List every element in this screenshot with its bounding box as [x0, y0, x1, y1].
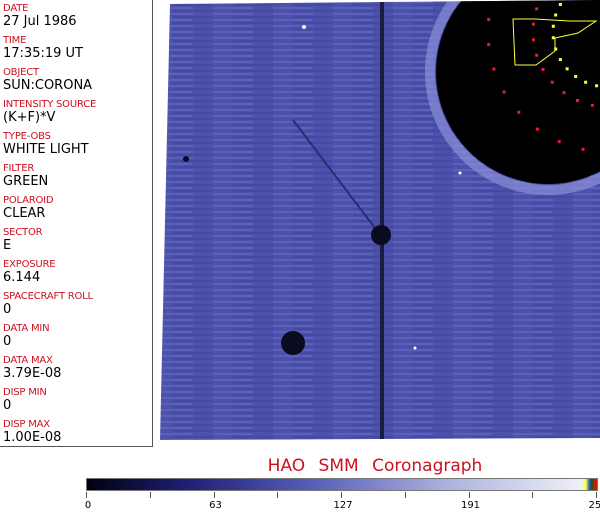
field-value: 27 Jul 1986	[3, 14, 77, 29]
sector-outline	[512, 18, 598, 66]
grid-marker	[550, 80, 554, 84]
grid-marker	[565, 67, 569, 71]
field-label: DISP MAX	[3, 419, 50, 430]
grid-marker	[574, 74, 578, 78]
field-sector: SECTOR E	[3, 227, 43, 253]
grid-marker	[502, 90, 506, 94]
field-label: DATE	[3, 3, 29, 14]
colorbar-tick-label: 255	[588, 500, 600, 511]
field-date: DATE 27 Jul 1986	[3, 3, 77, 29]
grid-marker	[584, 80, 588, 84]
grid-marker	[535, 53, 539, 57]
grid-marker	[581, 147, 585, 151]
grid-marker	[590, 103, 594, 107]
field-label: DATA MIN	[3, 323, 50, 334]
grid-marker	[487, 43, 491, 47]
field-value: 0	[3, 398, 12, 413]
field-label: SPACECRAFT ROLL	[3, 291, 93, 302]
field-label: TIME	[3, 35, 27, 46]
field-filter: FILTER GREEN	[3, 163, 48, 189]
colorbar-tick	[213, 492, 215, 498]
small-dark-spot	[183, 156, 189, 162]
grid-marker	[531, 22, 535, 26]
dark-spot	[281, 331, 305, 355]
field-type-obs: TYPE-OBS WHITE LIGHT	[3, 131, 89, 157]
grid-marker	[487, 17, 491, 21]
colorbar	[86, 478, 598, 491]
field-exposure: EXPOSURE 6.144	[3, 259, 56, 285]
grid-marker	[541, 68, 545, 71]
field-label: SECTOR	[3, 227, 43, 238]
grid-marker	[554, 13, 558, 17]
grid-markers	[487, 3, 599, 151]
colorbar-tick	[277, 492, 279, 498]
field-label: TYPE-OBS	[3, 131, 51, 142]
field-value: (K+F)*V	[3, 110, 56, 125]
grid-marker	[557, 140, 561, 144]
occulter-disk	[436, 0, 600, 184]
grid-marker	[595, 84, 599, 88]
grid-marker	[551, 24, 555, 28]
field-value: E	[3, 238, 12, 253]
occulter-halo	[425, 0, 600, 195]
field-label: INTENSITY SOURCE	[3, 99, 97, 110]
field-label: DATA MAX	[3, 355, 53, 366]
field-disp-min: DISP MIN 0	[3, 387, 47, 413]
plot-title: HAO SMM Coronagraph	[267, 456, 483, 476]
colorbar-tick	[532, 492, 534, 498]
bright-speck	[413, 346, 417, 350]
field-intensity-source: INTENSITY SOURCE (K+F)*V	[3, 99, 96, 125]
grid-marker	[558, 3, 562, 6]
field-label: FILTER	[3, 163, 35, 174]
colorbar-tick-label: 0	[84, 500, 92, 511]
grid-marker	[562, 91, 566, 95]
field-time: TIME 17:35:19 UT	[3, 35, 83, 61]
field-data-max: DATA MAX 3.79E-08	[3, 355, 61, 381]
field-value: 6.144	[3, 270, 41, 285]
pylon	[380, 0, 384, 440]
colorbar-tick-label: 191	[460, 500, 481, 511]
colorbar-tick	[596, 492, 597, 498]
coronagraph-image	[160, 0, 600, 440]
grid-marker	[517, 110, 521, 114]
field-value: 17:35:19 UT	[3, 46, 83, 61]
field-value: 0	[3, 334, 12, 349]
field-polaroid: POLAROID CLEAR	[3, 195, 54, 221]
colorbar-tick	[468, 492, 470, 498]
colorbar-tick	[86, 492, 87, 498]
grid-marker	[535, 127, 539, 131]
grid-marker	[535, 7, 539, 11]
colorbar-tick-label: 63	[209, 500, 222, 511]
streak-line	[292, 119, 379, 233]
bright-speck	[302, 25, 306, 29]
grid-marker	[575, 99, 579, 103]
field-value: SUN:CORONA	[3, 78, 93, 93]
field-value: WHITE LIGHT	[3, 142, 89, 157]
grid-marker	[554, 47, 558, 51]
field-label: OBJECT	[3, 67, 39, 78]
colorbar-tick	[341, 492, 342, 498]
header-info-panel: DATE 27 Jul 1986 TIME 17:35:19 UT OBJECT SUN:…	[0, 0, 153, 447]
field-value: CLEAR	[3, 206, 46, 221]
field-value: 0	[3, 302, 12, 317]
field-label: DISP MIN	[3, 387, 47, 398]
grid-marker	[531, 38, 535, 42]
grid-marker	[558, 58, 562, 61]
grid-marker	[551, 36, 555, 40]
pylon-blob	[371, 225, 391, 245]
field-spacecraft-roll: SPACECRAFT ROLL 0	[3, 291, 93, 317]
field-value: 3.79E-08	[3, 366, 62, 381]
field-disp-max: DISP MAX 1.00E-08	[3, 419, 61, 445]
grid-marker	[492, 67, 496, 71]
field-object: OBJECT SUN:CORONA	[3, 67, 92, 93]
bright-speck	[458, 171, 462, 175]
colorbar-tick	[149, 492, 151, 498]
field-value: 1.00E-08	[3, 430, 62, 445]
field-label: POLAROID	[3, 195, 54, 206]
colorbar-tick	[404, 492, 406, 498]
field-data-min: DATA MIN 0	[3, 323, 50, 349]
field-value: GREEN	[3, 174, 49, 189]
field-label: EXPOSURE	[3, 259, 56, 270]
colorbar-tick-label: 127	[333, 500, 353, 511]
